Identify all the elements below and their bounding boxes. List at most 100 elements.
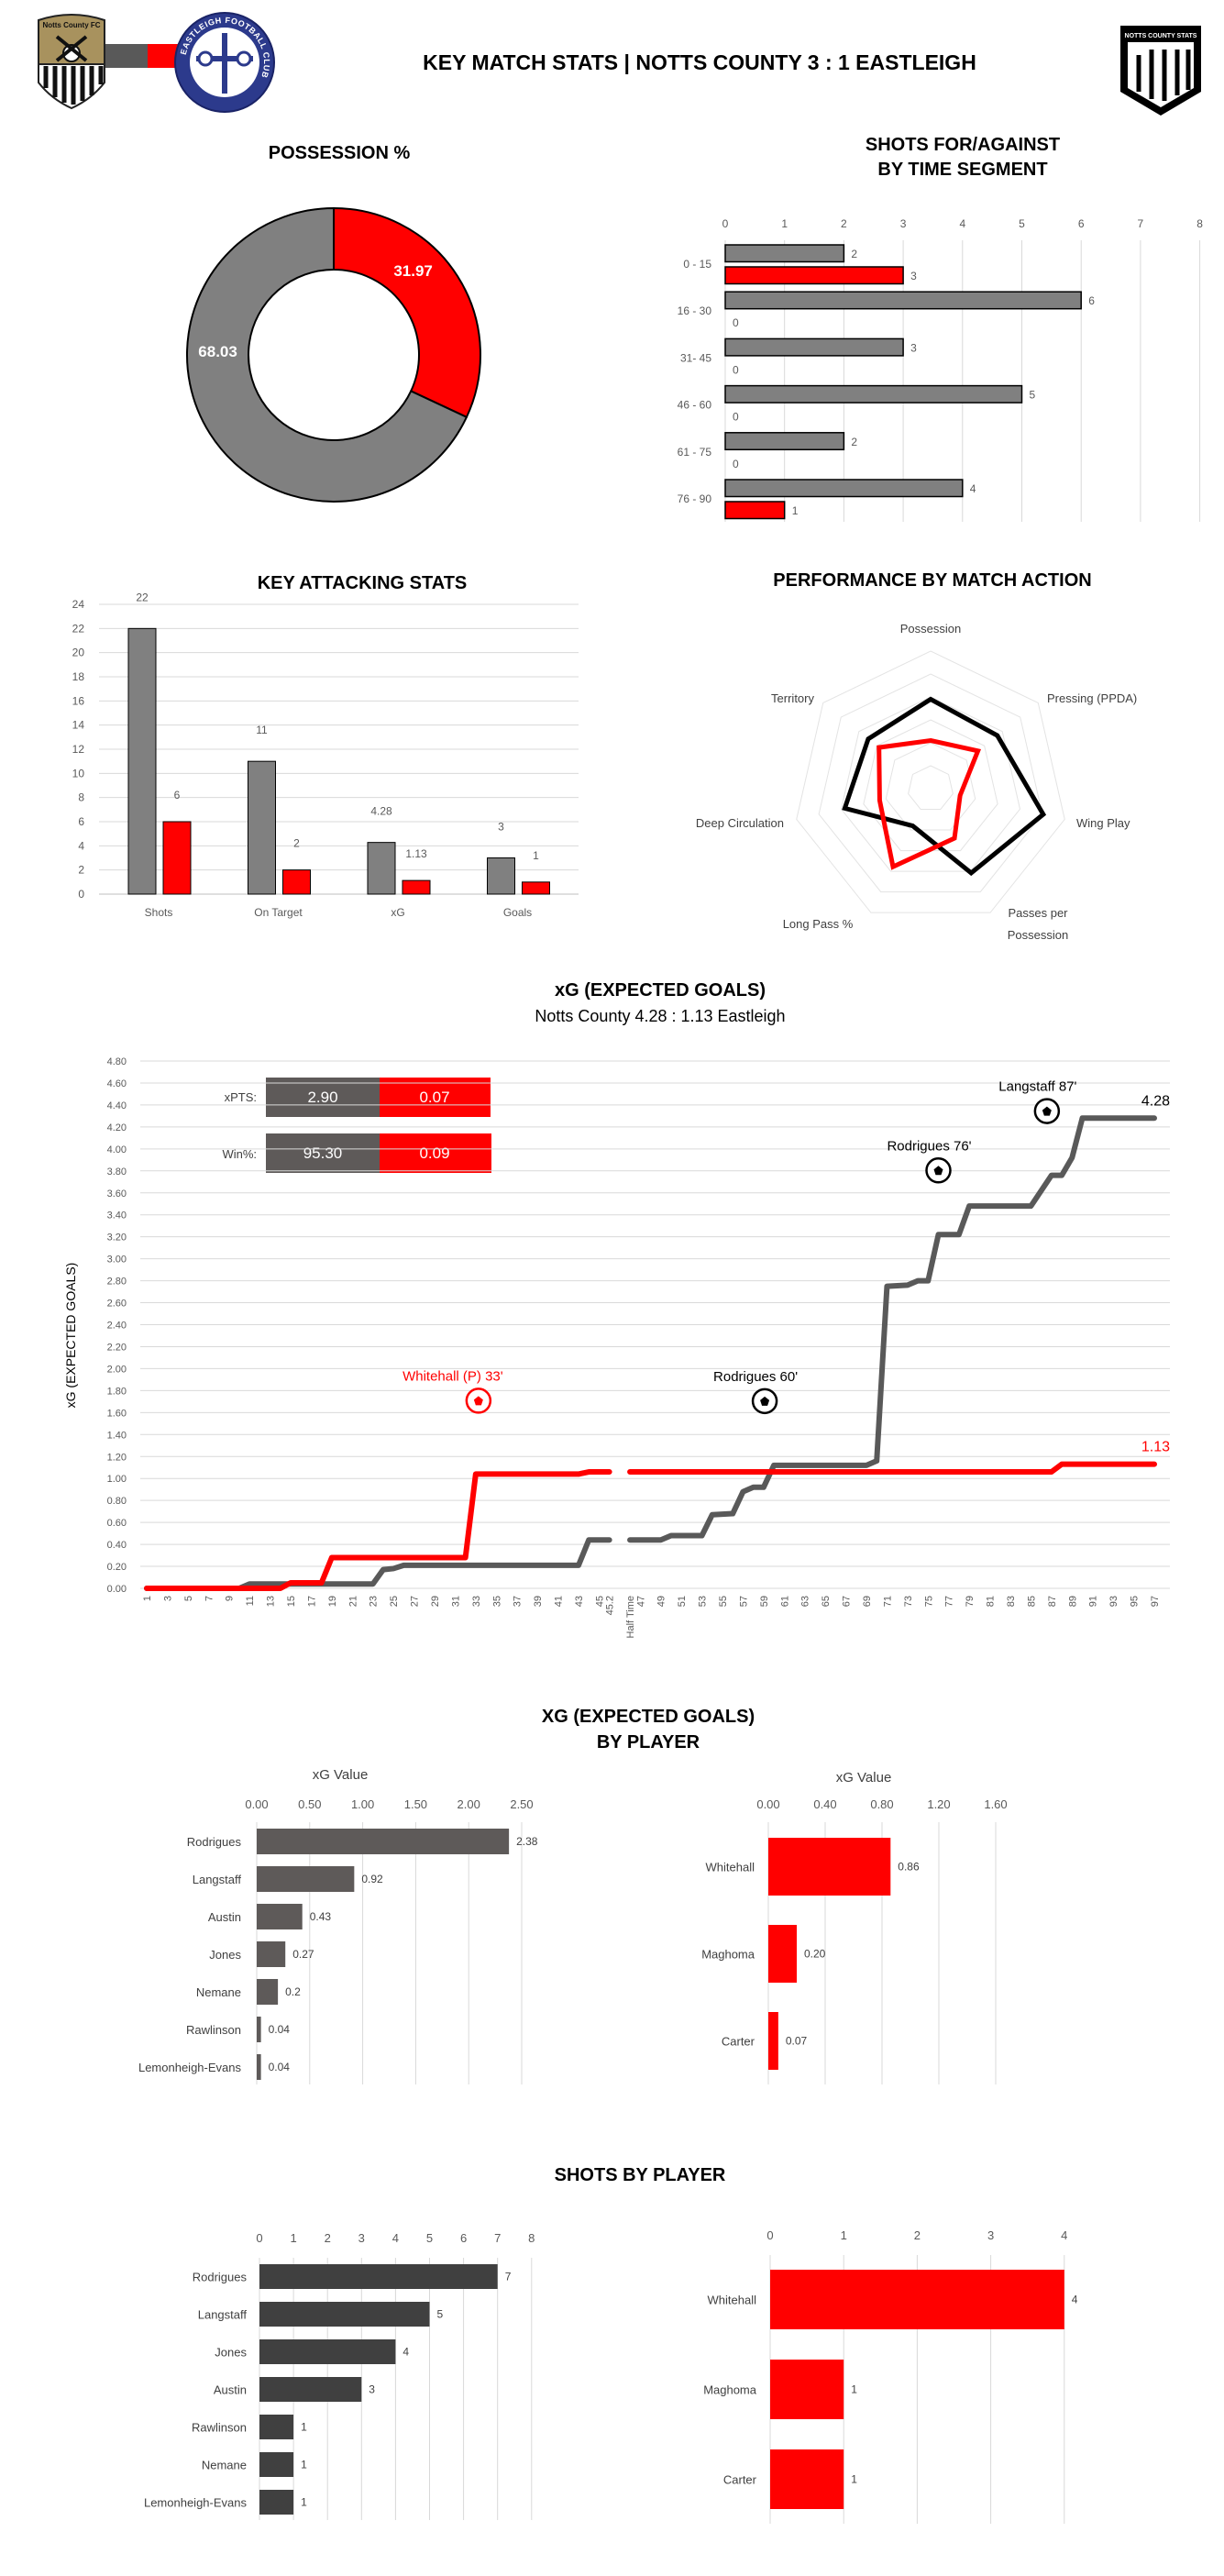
y-tick-label: 1.40 [107, 1430, 127, 1441]
radar-axis-label-cont: Possession [1008, 928, 1068, 942]
x-tick-label: 2 [325, 2231, 331, 2245]
bar-value: 2 [851, 436, 857, 448]
category-label: 76 - 90 [678, 492, 712, 505]
y-tick-label: 16 [72, 694, 85, 707]
x-tick-label: 1.20 [927, 1797, 950, 1811]
x-tick-label: 27 [410, 1596, 421, 1607]
bar-away [402, 879, 431, 895]
player-label: Austin [214, 2383, 247, 2397]
player-label: Whitehall [706, 1861, 755, 1874]
bar-value: 22 [136, 591, 149, 603]
football-icon-patch [473, 1396, 483, 1406]
x-tick-label: 45 [594, 1596, 605, 1607]
x-tick-label: 11 [245, 1596, 256, 1606]
player-label: Nemane [196, 1985, 241, 1999]
xg-home-axis-title: xG Value [313, 1767, 369, 1783]
goal-annotation: Rodrigues 60' [713, 1369, 798, 1385]
x-tick-label: 29 [430, 1596, 441, 1607]
x-tick-label: 0 [722, 217, 729, 230]
category-label: 61 - 75 [678, 446, 712, 459]
category-label: Goals [503, 906, 532, 919]
xg-line-away [144, 1469, 612, 1591]
x-tick-label: 1.60 [984, 1797, 1007, 1811]
player-bar [257, 1979, 279, 2005]
xg-end-label: 4.28 [1141, 1093, 1170, 1109]
x-tick-label: 95 [1130, 1596, 1141, 1607]
y-tick-label: 2 [78, 864, 84, 877]
y-tick-label: 1.80 [107, 1386, 127, 1397]
player-label: Maghoma [701, 1948, 755, 1962]
category-label: Shots [145, 906, 173, 919]
xpts-home-box [266, 1078, 380, 1117]
player-value: 7 [505, 2271, 512, 2283]
bar-home [487, 857, 515, 895]
player-label: Lemonheigh-Evans [144, 2496, 248, 2510]
radar-ring [840, 696, 1021, 872]
bar-value: 2 [293, 837, 300, 850]
radar-axis-label: Long Pass % [783, 917, 854, 931]
y-tick-label: 4.20 [107, 1122, 127, 1133]
x-tick-label: 79 [965, 1596, 976, 1607]
radar-axis-label: Pressing (PPDA) [1047, 691, 1137, 705]
y-tick-label: 0.00 [107, 1584, 127, 1595]
y-tick-label: 4.40 [107, 1100, 127, 1111]
category-label: 46 - 60 [678, 399, 712, 412]
y-tick-label: 8 [78, 791, 84, 804]
donut-label: 31.97 [393, 262, 433, 280]
player-bar [257, 1904, 303, 1929]
bar-home [724, 384, 1023, 404]
y-tick-label: 0.20 [107, 1562, 127, 1573]
x-tick-label: 3 [358, 2231, 365, 2245]
donut-slice-notts-county [186, 206, 469, 503]
football-icon-patch [933, 1166, 943, 1176]
y-tick-label: 14 [72, 719, 85, 732]
x-tick-label: 45.2 [605, 1596, 616, 1615]
x-tick-label: 81 [986, 1596, 997, 1607]
player-value: 0.27 [292, 1948, 314, 1961]
xg-line-home [627, 1115, 1157, 1543]
x-tick-label: 43 [574, 1596, 585, 1607]
x-tick-label: 55 [718, 1596, 729, 1607]
radar-series-home [842, 696, 1047, 877]
player-value: 1 [301, 2496, 307, 2509]
player-label: Maghoma [703, 2383, 757, 2397]
player-value: 0.2 [285, 1985, 301, 1998]
x-tick-label: 21 [347, 1596, 358, 1607]
x-tick-label: 13 [266, 1596, 277, 1607]
y-tick-label: 12 [72, 743, 85, 756]
x-tick-label: 0.50 [298, 1797, 321, 1811]
y-tick-label: 3.60 [107, 1188, 127, 1200]
y-tick-label: 4.60 [107, 1078, 127, 1089]
bar-away [522, 881, 550, 895]
player-label: Langstaff [193, 1873, 242, 1886]
bar-home [724, 337, 904, 357]
x-tick-label: 19 [327, 1596, 338, 1607]
y-tick-label: 3.80 [107, 1166, 127, 1177]
x-tick-label: 35 [491, 1596, 502, 1607]
x-tick-label: 97 [1150, 1596, 1161, 1607]
player-label: Jones [209, 1948, 241, 1962]
x-tick-label: 3 [900, 217, 907, 230]
y-tick-label: 2.80 [107, 1277, 127, 1288]
bar-value: 6 [1088, 294, 1095, 307]
donut-label: 68.03 [198, 343, 237, 360]
player-bar [770, 2270, 1064, 2329]
x-tick-label: 65 [821, 1596, 832, 1607]
player-bar [257, 2017, 261, 2042]
player-label: Rodrigues [193, 2271, 248, 2284]
x-tick-label: 23 [369, 1596, 380, 1607]
radar-axis-label: Passes per [1008, 906, 1068, 920]
brand-logo-text: NOTTS COUNTY STATS [1125, 33, 1197, 39]
goal-annotation: Whitehall (P) 33' [402, 1368, 503, 1384]
category-label: 0 - 15 [683, 258, 711, 271]
x-tick-label: 2.00 [458, 1797, 480, 1811]
x-tick-label: 5 [426, 2231, 433, 2245]
player-value: 5 [437, 2308, 444, 2321]
player-value: 0.07 [786, 2035, 808, 2048]
y-tick-label: 2.00 [107, 1364, 127, 1375]
x-tick-label: 0.00 [756, 1797, 779, 1811]
xg-timeline-ylabel: xG (EXPECTED GOALS) [63, 1263, 78, 1409]
football-icon-patch [1042, 1106, 1052, 1116]
bar-value: 0 [733, 411, 739, 424]
